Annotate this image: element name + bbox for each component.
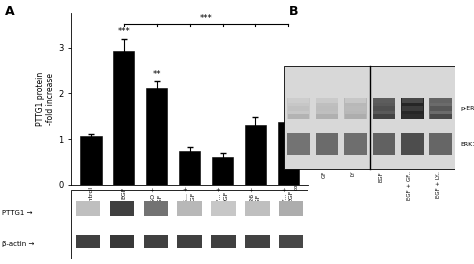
- Bar: [373, 98, 395, 103]
- Text: ERK1/2: ERK1/2: [461, 142, 474, 147]
- Bar: [279, 201, 303, 216]
- Bar: [373, 133, 395, 155]
- Text: EGF + LY..: EGF + LY..: [436, 171, 441, 198]
- Bar: [109, 201, 134, 216]
- Bar: [373, 98, 395, 119]
- Text: PTTG1 →: PTTG1 →: [2, 210, 33, 215]
- Bar: [211, 201, 236, 216]
- Bar: [76, 235, 100, 248]
- Bar: [76, 201, 100, 216]
- Bar: [288, 106, 310, 111]
- Bar: [401, 98, 424, 119]
- Bar: [212, 157, 233, 185]
- Text: ***: ***: [118, 27, 130, 36]
- Bar: [316, 133, 338, 155]
- Text: LY: LY: [350, 171, 356, 176]
- Bar: [287, 98, 310, 119]
- Bar: [177, 201, 202, 216]
- Bar: [288, 98, 310, 103]
- Bar: [245, 201, 270, 216]
- Bar: [344, 98, 367, 119]
- Bar: [430, 114, 452, 119]
- Bar: [211, 235, 236, 248]
- Bar: [144, 201, 168, 216]
- Text: B: B: [289, 5, 299, 18]
- Bar: [316, 98, 338, 119]
- Text: β-actin →: β-actin →: [2, 241, 35, 247]
- Text: EGF + GF..: EGF + GF..: [407, 171, 412, 200]
- Bar: [288, 114, 310, 119]
- Text: GF: GF: [322, 171, 327, 178]
- Bar: [429, 133, 452, 155]
- Bar: [316, 114, 338, 119]
- Y-axis label: PTTG1 protein
-fold increase: PTTG1 protein -fold increase: [36, 72, 55, 126]
- Text: A: A: [5, 5, 14, 18]
- Text: control: control: [293, 171, 299, 190]
- Bar: [109, 235, 134, 248]
- Bar: [344, 133, 367, 155]
- Bar: [144, 235, 168, 248]
- Bar: [316, 106, 338, 111]
- Bar: [401, 106, 423, 111]
- Bar: [401, 98, 423, 103]
- Bar: [177, 235, 202, 248]
- Bar: [373, 106, 395, 111]
- Bar: [179, 151, 201, 185]
- Bar: [316, 98, 338, 103]
- Bar: [245, 235, 270, 248]
- Bar: [113, 51, 135, 185]
- Bar: [345, 98, 366, 103]
- Bar: [245, 125, 266, 185]
- Bar: [401, 114, 423, 119]
- Bar: [401, 133, 424, 155]
- Bar: [430, 106, 452, 111]
- Bar: [345, 106, 366, 111]
- Bar: [80, 136, 101, 185]
- Bar: [429, 98, 452, 119]
- Bar: [146, 88, 167, 185]
- Text: ***: ***: [200, 14, 212, 23]
- Bar: [284, 66, 455, 169]
- Text: **: **: [153, 70, 161, 79]
- Bar: [373, 114, 395, 119]
- Bar: [279, 235, 303, 248]
- Text: p-ERK1/2: p-ERK1/2: [461, 106, 474, 111]
- Bar: [278, 122, 299, 185]
- Bar: [430, 98, 452, 103]
- Bar: [287, 133, 310, 155]
- Text: EGF: EGF: [379, 171, 384, 182]
- Bar: [345, 114, 366, 119]
